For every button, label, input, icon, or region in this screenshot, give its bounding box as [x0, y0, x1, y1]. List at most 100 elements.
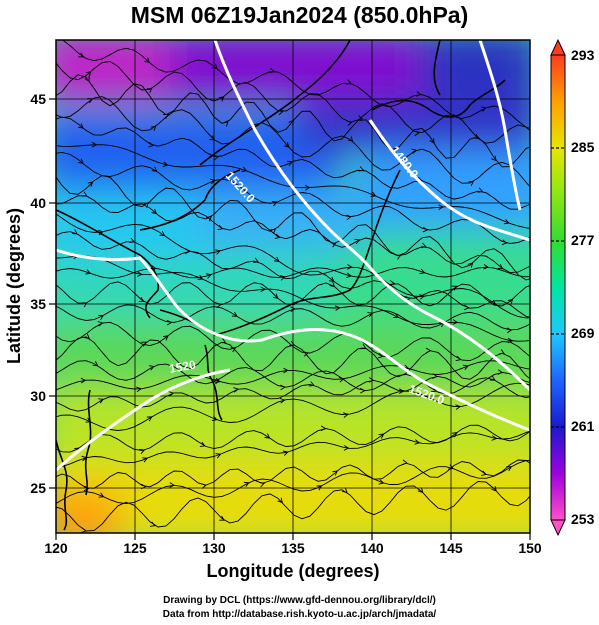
streamline-arrow	[212, 63, 218, 70]
streamline-arrow	[277, 497, 283, 504]
streamline-arrow	[136, 386, 142, 393]
streamline-arrow	[346, 272, 353, 279]
streamline-arrow	[211, 415, 218, 422]
streamline-arrow	[85, 70, 92, 77]
y-tick-label: 30	[30, 388, 46, 404]
streamline-arrow	[343, 412, 349, 418]
streamline-arrow	[83, 485, 90, 492]
streamline-arrow	[98, 398, 105, 404]
x-tick-label: 125	[123, 540, 147, 556]
streamline-arrow	[283, 142, 290, 148]
streamline-arrow	[98, 492, 105, 498]
height-contours	[56, 40, 530, 472]
streamline	[56, 304, 530, 331]
streamline-arrow	[507, 298, 514, 305]
streamline-arrow	[150, 265, 157, 271]
contour-label-1520-west: 1520	[168, 357, 197, 375]
x-tick-label: 130	[202, 540, 226, 556]
streamline-arrow	[481, 106, 487, 112]
streamline	[56, 481, 530, 532]
streamline-arrow	[87, 98, 94, 104]
streamline-arrow	[214, 377, 221, 384]
streamline	[56, 96, 530, 188]
streamline-arrow	[81, 527, 88, 533]
streamline-arrow	[398, 388, 405, 394]
streamline-arrow	[334, 305, 341, 311]
streamline-arrow	[97, 321, 104, 327]
streamline-arrow	[81, 302, 88, 308]
streamline-arrow	[346, 264, 353, 270]
colorbar-label: 269	[571, 325, 595, 341]
streamline-arrow	[169, 482, 176, 488]
streamline-arrow	[80, 377, 87, 384]
streamline	[56, 360, 530, 398]
streamline	[61, 40, 530, 129]
streamline-arrow	[320, 425, 327, 432]
streamline-arrow	[289, 340, 296, 347]
streamline-arrow	[85, 269, 92, 275]
streamline-arrow	[137, 271, 143, 277]
streamline-arrow	[420, 242, 427, 249]
streamline-arrow	[273, 256, 280, 262]
streamline-arrow	[414, 439, 421, 445]
streamline-arrow	[162, 335, 169, 341]
chart-title: MSM 06Z19Jan2024 (850.0hPa)	[130, 2, 469, 28]
streamline-arrow	[271, 200, 278, 207]
streamline-arrow	[497, 264, 504, 270]
streamline-arrow	[346, 120, 353, 126]
streamline-arrow	[148, 365, 155, 371]
streamline-arrow	[231, 311, 238, 317]
streamline-arrow	[185, 248, 191, 254]
streamline-arrow	[217, 224, 224, 231]
streamline-arrow	[378, 479, 385, 485]
streamline-arrow	[219, 515, 226, 521]
streamline-arrow	[357, 115, 364, 121]
streamline-arrow	[241, 166, 248, 172]
streamline-arrow	[139, 448, 146, 455]
streamline-arrow	[332, 470, 338, 476]
streamline-arrow	[483, 264, 489, 270]
streamline-arrow	[213, 154, 220, 161]
colorbar-min-arrow	[550, 519, 566, 537]
streamline	[56, 459, 530, 489]
streamline-arrow	[497, 369, 504, 375]
colorbar-label: 277	[571, 232, 595, 248]
streamline	[56, 430, 530, 468]
streamline-arrow	[159, 230, 166, 237]
streamline-arrow	[345, 79, 352, 85]
streamline-arrow	[288, 119, 294, 126]
streamline-arrow	[98, 315, 105, 321]
streamline-arrow	[200, 483, 207, 489]
streamline-arrow	[253, 257, 259, 263]
streamline-arrow	[354, 238, 361, 245]
streamline	[56, 336, 530, 380]
streamline-arrow	[489, 375, 496, 381]
streamline-arrow	[270, 228, 277, 234]
streamline-arrow	[279, 275, 286, 281]
streamline-arrow	[338, 376, 345, 383]
credit-drawing: Drawing by DCL (https://www.gfd-dennou.o…	[163, 595, 436, 606]
streamline-arrow	[168, 391, 175, 397]
colorbar-label: 285	[571, 139, 595, 155]
streamline-arrow	[84, 333, 90, 339]
colorbar-label: 293	[571, 47, 595, 63]
streamline-arrow	[304, 184, 311, 191]
streamline-arrow	[269, 67, 275, 74]
streamline-arrow	[233, 387, 240, 393]
streamline-arrow	[419, 268, 426, 275]
streamline-arrow	[346, 214, 352, 221]
streamline-arrow	[282, 450, 289, 456]
streamline-arrow	[220, 338, 227, 344]
streamline-arrow	[455, 404, 462, 410]
colorbar-label: 261	[571, 418, 595, 434]
streamline-arrow	[491, 485, 497, 492]
streamline-arrow	[272, 293, 279, 299]
streamline-arrow	[129, 237, 136, 243]
streamline-arrow	[138, 297, 145, 303]
streamline-arrow	[215, 453, 222, 459]
streamline-arrow	[303, 351, 309, 357]
streamline-arrow	[448, 464, 454, 470]
streamline-arrow	[149, 521, 156, 527]
streamline-arrow	[491, 155, 497, 162]
